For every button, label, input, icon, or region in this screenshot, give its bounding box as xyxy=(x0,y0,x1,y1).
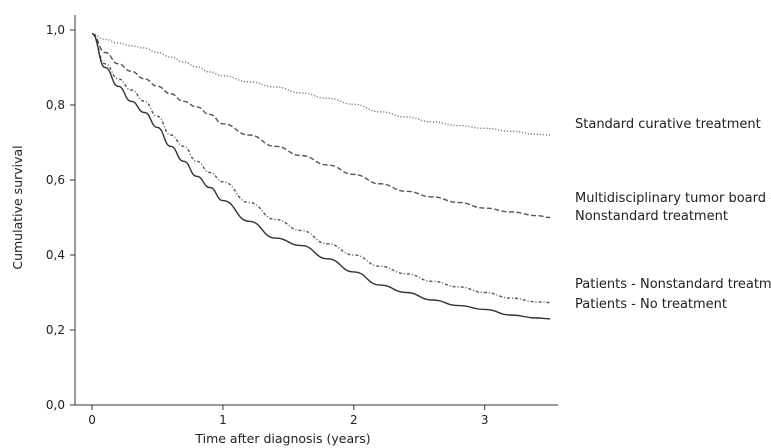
x-tick-label: 3 xyxy=(481,413,489,427)
y-tick-label: 0,6 xyxy=(46,173,65,187)
series-label: Patients - No treatment xyxy=(575,297,727,312)
series-label: Patients - Nonstandard treatment xyxy=(575,277,771,292)
y-tick-label: 0,0 xyxy=(46,398,65,412)
series-lines xyxy=(91,33,551,320)
y-tick-label: 1,0 xyxy=(46,23,65,37)
series-line xyxy=(91,33,551,136)
series-labels: Standard curative treatment Multidiscipli… xyxy=(575,117,771,312)
series-line xyxy=(91,33,551,304)
series-line xyxy=(91,33,551,320)
axes xyxy=(74,15,558,406)
ticks: 0,0 0,2 0,4 0,6 0,8 1,0 0 1 2 3 xyxy=(46,23,489,427)
x-tick-label: 2 xyxy=(350,413,358,427)
series-label: Standard curative treatment xyxy=(575,117,761,132)
series-label: Multidisciplinary tumor board -Nonstanda… xyxy=(575,191,771,224)
x-tick-label: 0 xyxy=(88,413,96,427)
x-axis-label: Time after diagnosis (years) xyxy=(194,431,370,446)
series-line xyxy=(91,33,551,219)
y-axis-label: Cumulative survival xyxy=(10,145,25,269)
y-tick-label: 0,2 xyxy=(46,323,65,337)
y-tick-label: 0,4 xyxy=(46,248,65,262)
x-tick-label: 1 xyxy=(219,413,227,427)
y-tick-label: 0,8 xyxy=(46,98,65,112)
